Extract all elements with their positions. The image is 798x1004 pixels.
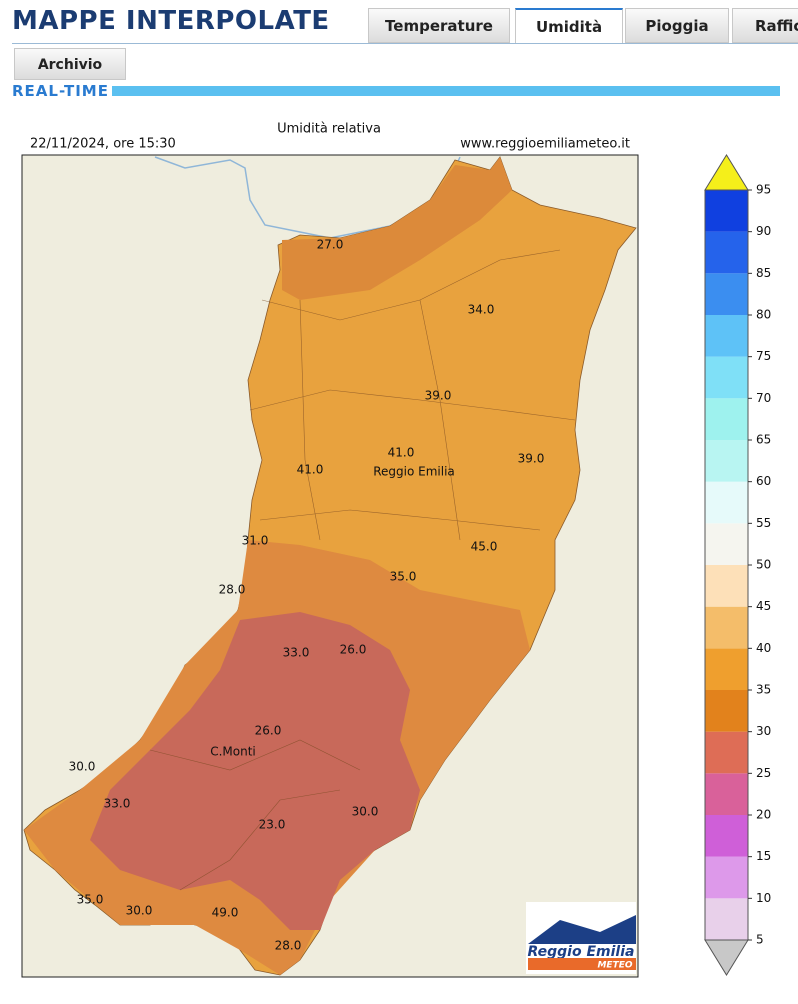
map-value-label: 26.0 [340, 643, 367, 657]
place-label: C.Monti [210, 745, 256, 759]
colorbar-under [704, 939, 749, 976]
colorbar-segment [705, 273, 748, 315]
map-value-label: 45.0 [471, 540, 498, 554]
colorbar-tick-label: 70 [756, 391, 771, 405]
colorbar-tick-label: 75 [756, 349, 771, 363]
colorbar-tick-label: 85 [756, 266, 771, 280]
boundaries [149, 249, 576, 891]
colorbar-tick-label: 80 [756, 308, 771, 322]
tab-line [12, 43, 798, 44]
colorbar-over [704, 154, 749, 191]
map-value-label: 33.0 [104, 797, 131, 811]
colorbar-tick-label: 35 [756, 683, 771, 697]
colorbar-segment [705, 773, 748, 815]
tab[interactable]: Pioggia [625, 8, 729, 43]
colorbar-tick-label: 60 [756, 474, 771, 488]
section-label: REAL-TIME [12, 82, 109, 100]
map-value-label: 41.0 [297, 463, 324, 477]
colorbar-segment [705, 440, 748, 482]
map-value-label: 27.0 [317, 238, 344, 252]
map-value-label: 35.0 [77, 893, 104, 907]
colorbar-tick-label: 15 [756, 849, 771, 863]
map-value-label: 28.0 [275, 939, 302, 953]
colorbar-tick-label: 40 [756, 641, 771, 655]
colorbar-segment [705, 690, 748, 732]
tab[interactable]: Umidità [515, 8, 623, 43]
colorbar-segment [705, 815, 748, 857]
colorbar-tick-label: 20 [756, 808, 771, 822]
map-value-label: 39.0 [425, 389, 452, 403]
colorbar-segment [705, 606, 748, 649]
colorbar-segment [705, 315, 748, 357]
map-value-label: 39.0 [518, 452, 545, 466]
map-value-label: 30.0 [352, 805, 379, 819]
colorbar-segment [705, 481, 748, 524]
colorbar-segment [705, 565, 748, 607]
colorbar-segment [705, 856, 748, 899]
colorbar-tick-label: 50 [756, 558, 771, 572]
tab[interactable]: Temperature [368, 8, 510, 43]
colorbar-tick-label: 45 [756, 599, 771, 613]
map-value-label: 26.0 [255, 724, 282, 738]
colorbar-tick-label: 55 [756, 516, 771, 530]
colorbar-segment [705, 898, 748, 940]
colorbar-tick-label: 30 [756, 724, 771, 738]
map-value-label: 30.0 [69, 760, 96, 774]
colorbar-segment [705, 398, 748, 440]
subtab[interactable]: Archivio [14, 48, 126, 80]
logo-graphic [528, 915, 636, 944]
map-value-label: 30.0 [126, 904, 153, 918]
map-value-label: 31.0 [242, 534, 269, 548]
section-bar [112, 86, 780, 96]
colorbar-segment [705, 523, 748, 565]
place-label: Reggio Emilia [373, 465, 455, 479]
logo-text: Reggio Emilia [528, 944, 635, 960]
colorbar-tick-label: 25 [756, 766, 771, 780]
map-value-label: 49.0 [212, 906, 239, 920]
map-value-label: 35.0 [390, 570, 417, 584]
map-site: www.reggioemiliameteo.it [460, 137, 630, 152]
colorbar-segment [705, 648, 748, 690]
colorbar-segment [705, 356, 748, 399]
map-value-label: 41.0 [388, 446, 415, 460]
logo-bar [528, 958, 636, 970]
colorbar-tick-label: 65 [756, 433, 771, 447]
map-value-label: 28.0 [219, 583, 246, 597]
map-value-label: 34.0 [468, 303, 495, 317]
map-title: Umidità relativa [277, 122, 381, 137]
colorbar-segment [705, 731, 748, 774]
map-value-label: 33.0 [283, 646, 310, 660]
zone [282, 157, 512, 300]
map-value-label: 23.0 [259, 818, 286, 832]
colorbar-segment [705, 190, 748, 232]
tab[interactable]: Raffic [732, 8, 798, 43]
colorbar-tick-label: 95 [756, 183, 771, 197]
colorbar-tick-label: 5 [756, 933, 764, 947]
colorbar-tick-label: 10 [756, 891, 771, 905]
colorbar-segment [705, 231, 748, 274]
zone [90, 612, 420, 930]
page-title: MAPPE INTERPOLATE [12, 6, 330, 36]
colorbar-tick-label: 90 [756, 224, 771, 238]
map-date: 22/11/2024, ore 15:30 [30, 137, 176, 152]
logo-subtext: METEO [597, 961, 632, 971]
